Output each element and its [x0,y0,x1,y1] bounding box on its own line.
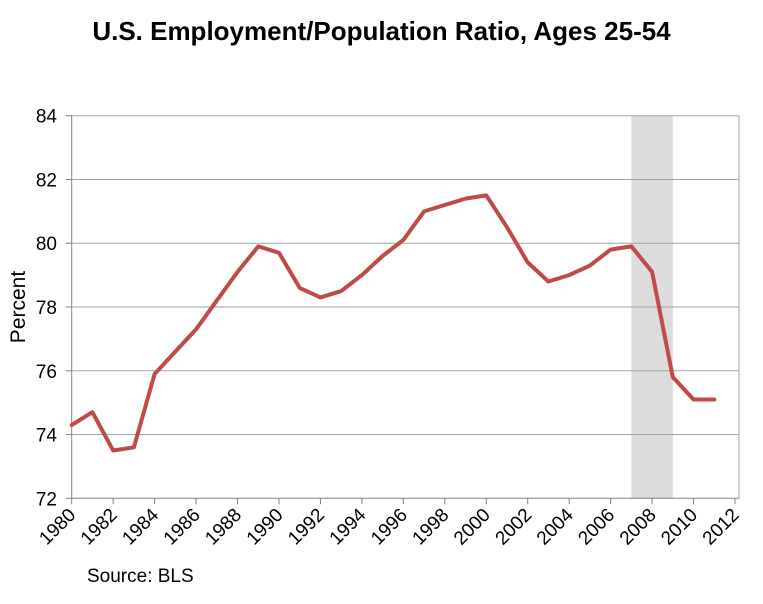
x-tick-label: 2004 [533,504,578,549]
x-tick-label: 2006 [574,505,619,550]
x-tick-label: 1998 [409,505,454,550]
x-tick-label: 1986 [160,505,205,550]
chart-title: U.S. Employment/Population Ratio, Ages 2… [92,16,671,46]
y-tick-label: 84 [36,107,58,128]
x-tick-label: 1992 [284,505,329,550]
x-tick-label: 2012 [699,505,744,550]
x-tick-label: 2008 [616,505,661,550]
x-tick-label: 1982 [77,505,122,550]
x-tick-label: 2002 [492,505,537,550]
x-tick-label: 1988 [201,505,246,550]
y-tick-label: 76 [36,362,57,383]
y-tick-label: 78 [36,298,57,319]
x-tick-label: 2010 [657,505,702,550]
x-tick-label: 1980 [35,505,80,550]
x-tick-label: 1984 [118,504,163,549]
source-note: Source: BLS [87,566,194,587]
y-tick-label: 82 [36,170,57,191]
x-tick-label: 1996 [367,505,412,550]
y-tick-label: 80 [36,234,57,255]
x-tick-label: 1994 [326,504,371,549]
x-tick-label: 1990 [243,505,288,550]
y-tick-label: 74 [36,426,58,447]
y-axis-title: Percent [7,271,30,344]
y-tick-label: 72 [36,489,57,510]
x-tick-label: 2000 [450,505,495,550]
data-series-line [69,193,717,453]
